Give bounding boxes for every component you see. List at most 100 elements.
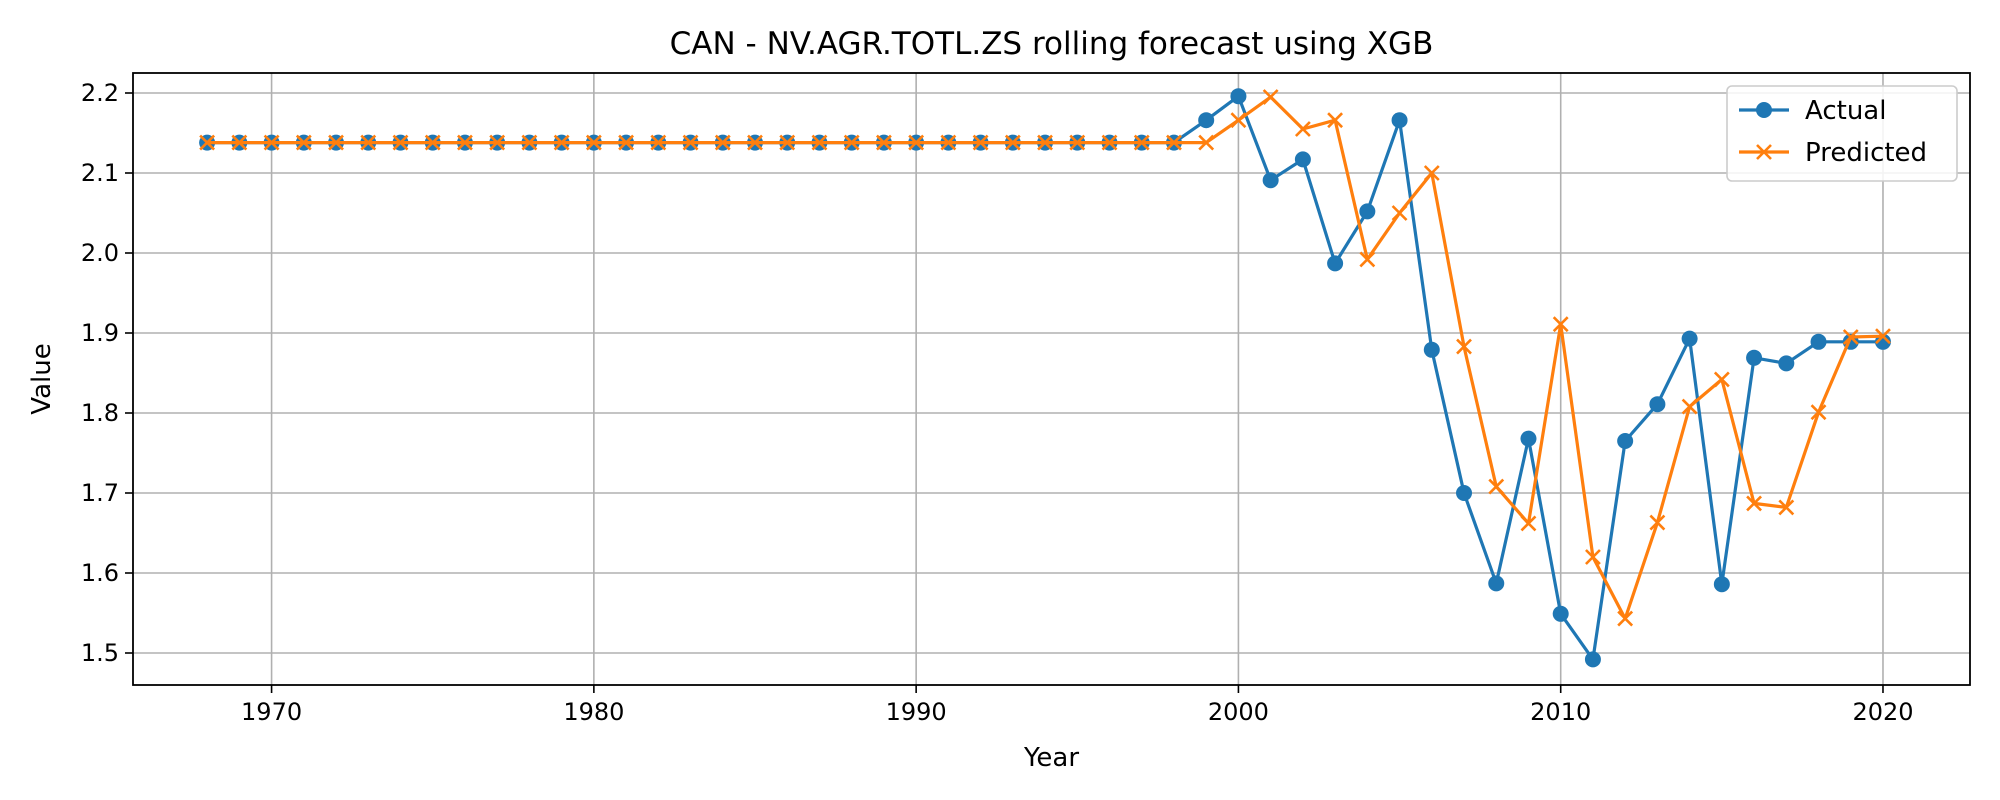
x-tick-label: 1990 (886, 698, 947, 726)
data-point-predicted (1262, 89, 1279, 105)
axes: 1970 1980 1990 2000 2010 2020 1.5 1.6 1.7 1.8 1.9 2… (81, 79, 1914, 726)
data-point-actual (1520, 430, 1537, 447)
x-tick-label: 2000 (1208, 698, 1269, 726)
y-tick-label: 1.5 (81, 639, 119, 667)
legend-marker (1756, 144, 1772, 160)
data-point-predicted (843, 134, 860, 151)
x-tick-label: 2010 (1530, 698, 1591, 726)
x-axis-label: Year (1023, 743, 1079, 773)
legend-entry-predicted: Predicted (1739, 138, 1927, 168)
data-point-actual (1713, 576, 1730, 593)
data-point-predicted (392, 134, 409, 151)
data-point-predicted (714, 134, 731, 151)
data-point-actual (1649, 396, 1666, 413)
data-point-actual (1327, 255, 1344, 272)
data-point-predicted (489, 134, 506, 151)
legend: Actual Predicted (1726, 85, 1958, 182)
data-point-actual (1391, 112, 1408, 129)
data-point-predicted (779, 134, 796, 151)
data-point-actual (1359, 203, 1376, 220)
data-point-predicted (1359, 251, 1376, 268)
data-point-actual (1488, 575, 1505, 592)
data-point-predicted (1004, 134, 1021, 151)
x-tick-label: 1970 (241, 698, 302, 726)
data-point-predicted (875, 134, 892, 151)
data-point-actual (1681, 330, 1698, 347)
data-point-actual (1230, 88, 1247, 105)
data-point-predicted (457, 134, 473, 151)
data-point-predicted (1423, 165, 1440, 181)
data-point-predicted (1069, 134, 1086, 151)
data-point-actual (1198, 112, 1215, 129)
y-tick-label: 1.7 (81, 479, 119, 507)
data-point-predicted (1778, 499, 1795, 516)
data-point-actual (1746, 349, 1763, 366)
data-point-predicted (1456, 338, 1472, 355)
data-point-predicted (263, 134, 280, 151)
data-point-actual (1617, 433, 1634, 449)
data-point-predicted (1166, 134, 1182, 151)
data-point-predicted (1294, 121, 1311, 137)
data-point-predicted (1230, 112, 1247, 129)
data-point-predicted (1391, 205, 1408, 221)
y-tick-label: 2.0 (81, 239, 119, 267)
y-tick-label: 2.1 (81, 159, 119, 187)
data-point-predicted (1101, 134, 1118, 151)
data-point-predicted (1842, 329, 1859, 345)
legend-marker (1756, 102, 1772, 118)
data-point-predicted (1617, 610, 1634, 627)
data-point-predicted (682, 134, 699, 151)
data-point-predicted (1133, 134, 1150, 151)
data-point-actual (1262, 172, 1279, 189)
data-point-predicted (1552, 316, 1569, 333)
data-point-predicted (811, 134, 828, 151)
data-point-actual (1294, 151, 1311, 168)
data-point-predicted (1488, 478, 1505, 495)
x-tick-label: 1980 (563, 698, 624, 726)
legend-label: Actual (1805, 96, 1886, 126)
data-point-predicted (424, 134, 441, 151)
data-point-actual (1552, 605, 1569, 622)
x-tick-label: 2020 (1852, 698, 1913, 726)
legend-label: Predicted (1805, 138, 1927, 168)
data-point-predicted (521, 134, 538, 151)
data-point-predicted (747, 134, 763, 151)
data-point-predicted (908, 134, 925, 151)
plot-frame (132, 72, 1971, 686)
data-point-predicted (199, 134, 216, 151)
data-point-predicted (295, 134, 312, 151)
data-point-actual (1778, 355, 1795, 372)
data-point-actual (1584, 651, 1601, 668)
series-predicted (199, 89, 1891, 627)
plot-series (199, 88, 1891, 668)
data-point-predicted (328, 134, 344, 151)
data-point-predicted (1713, 371, 1730, 388)
data-point-predicted (1327, 112, 1344, 129)
data-point-actual (1456, 485, 1473, 501)
data-point-predicted (1875, 328, 1891, 345)
y-axis-label: Value (27, 343, 57, 414)
data-point-predicted (618, 134, 635, 151)
data-point-predicted (360, 134, 377, 151)
data-point-predicted (1810, 404, 1827, 421)
data-point-predicted (231, 134, 248, 151)
y-tick-label: 1.8 (81, 399, 119, 427)
data-point-predicted (972, 134, 989, 151)
y-tick-label: 1.6 (81, 559, 119, 587)
data-point-predicted (1746, 495, 1762, 512)
data-point-predicted (1681, 398, 1698, 415)
data-point-actual (1423, 341, 1440, 358)
y-tick-label: 1.9 (81, 319, 119, 347)
legend-entry-actual: Actual (1739, 96, 1886, 126)
chart-title: CAN - NV.AGR.TOTL.ZS rolling forecast us… (670, 26, 1434, 62)
data-point-predicted (1037, 134, 1053, 151)
data-point-predicted (1649, 514, 1666, 531)
data-point-predicted (650, 134, 667, 151)
data-point-predicted (585, 134, 602, 151)
data-point-predicted (940, 134, 957, 151)
data-point-predicted (553, 134, 570, 151)
data-point-predicted (1520, 515, 1537, 532)
data-point-predicted (1198, 134, 1215, 151)
